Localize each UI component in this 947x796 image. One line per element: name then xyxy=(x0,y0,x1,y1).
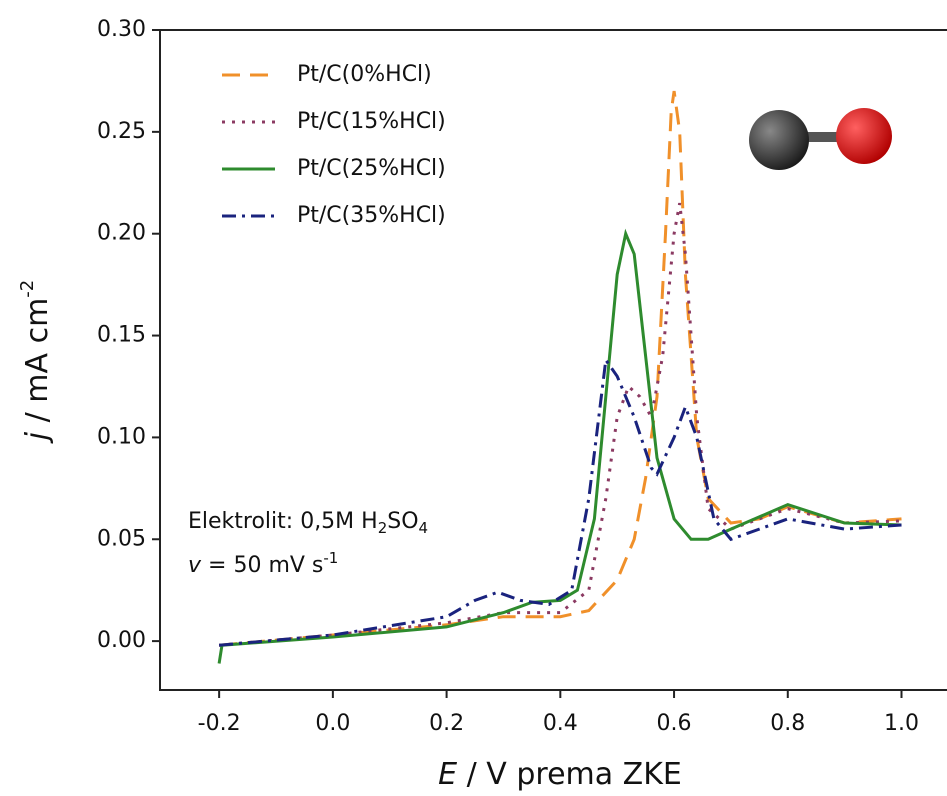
y-tick-label: 0.00 xyxy=(97,628,146,653)
x-tick-label: 0.0 xyxy=(315,711,350,736)
y-tick-label: 0.15 xyxy=(97,323,146,348)
series-line xyxy=(218,202,902,647)
x-tick-label: 0.4 xyxy=(543,711,578,736)
y-axis-label: j / mA cm-2 xyxy=(17,280,55,444)
series-line xyxy=(218,90,902,647)
x-axis-label: E / V prema ZKE xyxy=(438,757,682,792)
legend-label: Pt/C(35%HCl) xyxy=(297,203,446,228)
legend-label: Pt/C(25%HCl) xyxy=(297,156,446,181)
x-tick-label: 0.6 xyxy=(657,711,692,736)
x-tick-label: -0.2 xyxy=(198,711,241,736)
co-molecule-icon xyxy=(749,108,892,170)
y-tick-label: 0.25 xyxy=(97,119,146,144)
legend-label: Pt/C(15%HCl) xyxy=(297,109,446,134)
plot-frame xyxy=(159,29,947,691)
y-tick-label: 0.30 xyxy=(97,17,146,42)
x-tick-label: 0.8 xyxy=(770,711,805,736)
y-tick-label: 0.05 xyxy=(97,526,146,551)
y-tick-label: 0.10 xyxy=(97,424,146,449)
x-tick-label: 0.2 xyxy=(429,711,464,736)
annotation: v = 50 mV s-1 xyxy=(188,549,338,579)
annotation: Elektrolit: 0,5M H2SO4 xyxy=(188,509,428,537)
x-tick-label: 1.0 xyxy=(884,711,919,736)
series-line xyxy=(217,228,902,664)
series-line xyxy=(218,355,902,647)
legend-label: Pt/C(0%HCl) xyxy=(297,62,432,87)
y-tick-label: 0.20 xyxy=(97,221,146,246)
